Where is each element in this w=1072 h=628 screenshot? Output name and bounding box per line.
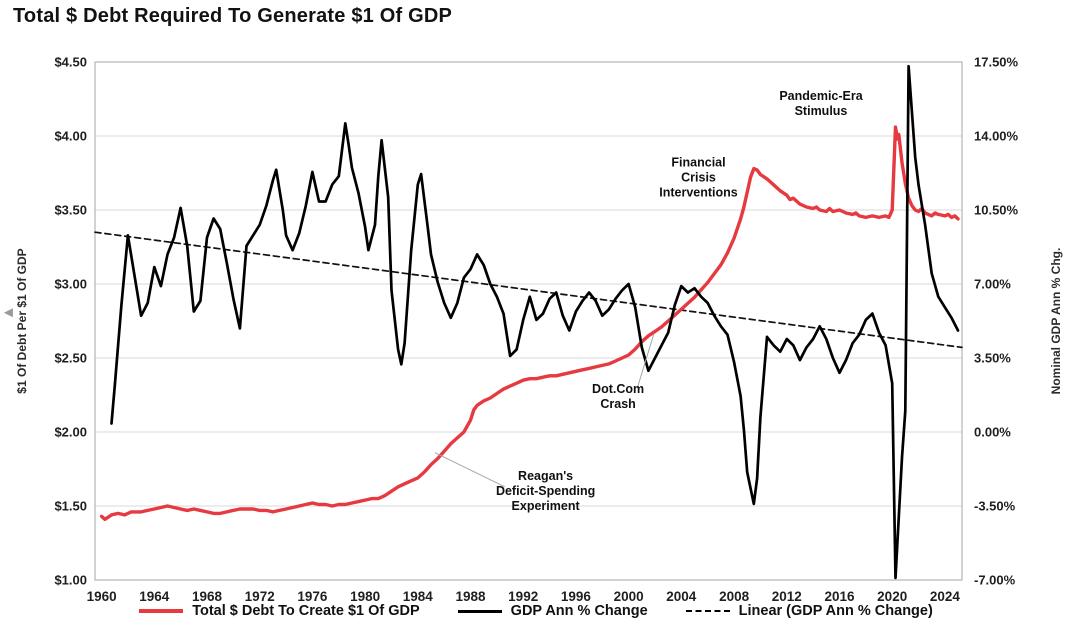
annotation-leader-reagan-deficit-spending <box>434 452 506 488</box>
x-axis-tick-label: 1976 <box>297 589 328 604</box>
x-axis-tick-label: 2020 <box>877 589 907 604</box>
chart-title: Total $ Debt Required To Generate $1 Of … <box>13 5 453 27</box>
x-axis-tick-label: 2012 <box>772 589 802 604</box>
annotation-dotcom-crash: Dot.Com Crash <box>592 382 644 411</box>
x-axis-tick-label: 2008 <box>719 589 750 604</box>
x-axis-tick-label: 1984 <box>403 589 434 604</box>
left-axis-tick-label: $4.50 <box>54 55 87 70</box>
x-axis-tick-label: 1996 <box>561 589 592 604</box>
x-axis-tick-label: 1988 <box>455 589 486 604</box>
x-axis-tick-label: 2000 <box>614 589 644 604</box>
x-axis-tick-label: 2016 <box>824 589 855 604</box>
left-axis-tick-label: $3.50 <box>54 203 87 218</box>
x-axis-tick-label: 2024 <box>930 589 961 604</box>
x-axis-tick-label: 1964 <box>139 589 170 604</box>
annotation-pandemic-era-stimulus: Pandemic-Era Stimulus <box>779 89 863 118</box>
left-axis-tick-label: $2.00 <box>54 425 87 440</box>
series-debt-per-gdp <box>99 125 960 521</box>
right-axis-tick-label: 10.50% <box>974 203 1019 218</box>
x-axis-tick-label: 2004 <box>666 589 697 604</box>
left-axis-tick-label: $1.00 <box>54 573 87 588</box>
legend-label-gdp: GDP Ann % Change <box>510 603 648 619</box>
legend-item-linear: Linear (GDP Ann % Change) <box>685 603 933 619</box>
right-axis-tick-label: 7.00% <box>974 277 1011 292</box>
annotation-leader-dotcom-crash <box>637 334 655 387</box>
right-axis-tick-label: -3.50% <box>974 499 1016 514</box>
linear-trend-swatch-icon <box>685 610 730 612</box>
legend-label-debt: Total $ Debt To Create $1 Of GDP <box>192 603 420 619</box>
right-axis-tick-label: 14.00% <box>974 129 1019 144</box>
left-axis-tick-label: $4.00 <box>54 129 87 144</box>
legend-item-debt: Total $ Debt To Create $1 Of GDP <box>139 603 420 619</box>
left-axis-tick-label: $1.50 <box>54 499 87 514</box>
series-gdp-annual-pct-change <box>110 64 960 580</box>
left-axis-tick-label: $2.50 <box>54 351 87 366</box>
x-axis-tick-label: 1992 <box>508 589 538 604</box>
debt-line-swatch-icon <box>139 609 184 613</box>
left-edge-arrow-artifact: ◄ <box>1 304 16 321</box>
annotation-financial-crisis-interventions: Financial Crisis Interventions <box>659 155 738 199</box>
x-axis-tick-label: 1980 <box>350 589 380 604</box>
left-axis-tick-label: $3.00 <box>54 277 87 292</box>
x-axis-tick-label: 1972 <box>245 589 275 604</box>
legend-label-linear: Linear (GDP Ann % Change) <box>738 603 933 619</box>
legend-item-gdp: GDP Ann % Change <box>457 603 648 619</box>
series-gdp-trend-linear <box>94 231 963 349</box>
right-axis-tick-label: 3.50% <box>974 351 1011 366</box>
right-axis-tick-label: 0.00% <box>974 425 1011 440</box>
x-axis-tick-label: 1968 <box>192 589 223 604</box>
right-axis-tick-label: -7.00% <box>974 573 1016 588</box>
x-axis-tick-label: 1960 <box>87 589 117 604</box>
gdp-line-swatch-icon <box>457 609 502 613</box>
chart-legend: Total $ Debt To Create $1 Of GDP GDP Ann… <box>0 603 1072 619</box>
annotation-reagan-deficit-spending: Reagan's Deficit-Spending Experiment <box>496 469 595 513</box>
plot-border <box>94 61 963 581</box>
right-axis-tick-label: 17.50% <box>974 55 1019 70</box>
